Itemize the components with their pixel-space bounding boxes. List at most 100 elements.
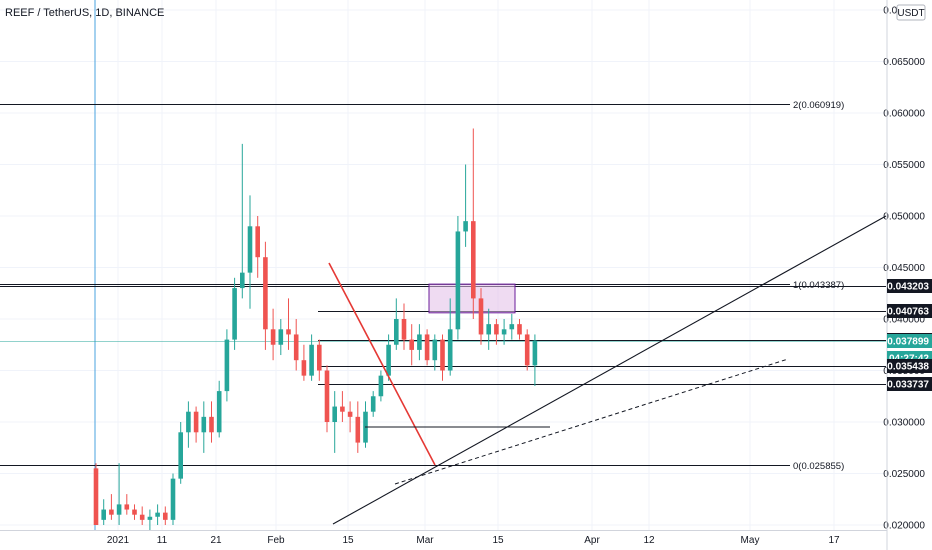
candle-body	[255, 226, 260, 258]
candle-body	[301, 360, 307, 376]
price-tag-label: 0.043203	[887, 282, 929, 293]
candle-body	[509, 324, 515, 330]
candle	[101, 499, 106, 525]
candle	[240, 143, 245, 299]
fib-level-label: 2(0.060919)	[793, 100, 844, 111]
candle	[132, 504, 137, 520]
grid-lines	[0, 0, 886, 530]
chart-title: REEF / TetherUS, 1D, BINANCE	[5, 7, 164, 19]
candle	[178, 422, 183, 484]
drawings-front	[328, 215, 887, 525]
candle	[340, 391, 345, 422]
candle-body	[263, 257, 268, 330]
price-axis[interactable]: 0.0200000.0250000.0300000.0350000.040000…	[883, 0, 925, 550]
candle-body	[109, 509, 114, 515]
candle-body	[447, 329, 453, 371]
candle-body	[278, 329, 284, 345]
candle-body	[417, 334, 422, 350]
candle	[247, 195, 253, 309]
price-tags: 0.0432030.0407630.0379520.03789904:27:42…	[887, 279, 932, 391]
candle	[255, 216, 260, 278]
price-tag-label: 0.035438	[887, 362, 929, 373]
candle-body	[139, 514, 145, 520]
candle-body	[370, 396, 376, 412]
candle	[494, 319, 499, 345]
x-tick-label: 11	[157, 535, 168, 546]
x-tick-label: 17	[828, 535, 840, 546]
candle-body	[293, 334, 299, 361]
candle-body	[317, 344, 322, 371]
candle-body	[517, 324, 522, 335]
price-tag-label: 0.033737	[887, 380, 929, 391]
x-tick-label: 12	[643, 535, 655, 546]
candle	[432, 334, 438, 371]
candle	[186, 401, 191, 448]
candle	[347, 401, 353, 433]
candle	[417, 324, 422, 361]
candle-body	[355, 416, 361, 443]
candle	[270, 308, 276, 361]
candle	[301, 344, 307, 381]
x-tick-label: 21	[210, 535, 222, 546]
candle-body	[193, 411, 199, 433]
candle-body	[232, 288, 237, 340]
candle	[401, 303, 407, 350]
candle	[501, 319, 507, 345]
fib-level-label: 1(0.043387)	[793, 280, 844, 291]
y-tick-label: 0.040000	[883, 315, 925, 326]
candle-body	[432, 339, 438, 361]
candle	[363, 401, 368, 448]
y-tick-label: 0.030000	[883, 418, 925, 429]
candle-body	[163, 512, 168, 520]
dashed-trendline	[394, 358, 789, 485]
candle	[216, 380, 222, 438]
candle-body	[524, 334, 530, 366]
candle	[478, 288, 484, 345]
candle-body	[401, 319, 407, 340]
candle-body	[155, 512, 160, 517]
x-tick-label: Apr	[584, 535, 600, 546]
candle	[124, 494, 130, 515]
candle-body	[494, 324, 499, 335]
price-tag-bg	[887, 359, 932, 373]
candle-body	[270, 329, 276, 345]
candle-body	[409, 339, 414, 350]
candle-body	[224, 339, 230, 392]
candle-body	[463, 221, 468, 232]
candle	[278, 319, 284, 356]
candle-body	[347, 411, 353, 417]
candle-body	[147, 516, 153, 520]
candle	[201, 401, 207, 453]
candle	[170, 473, 176, 525]
candle	[324, 365, 330, 433]
candle	[193, 406, 199, 443]
candle-body	[340, 406, 345, 412]
candle-body	[286, 329, 291, 335]
candle-body	[170, 478, 176, 520]
candle	[355, 401, 361, 453]
y-tick-label: 0.060000	[883, 109, 925, 120]
candle-body	[455, 231, 461, 330]
time-axis[interactable]: 2021 11 21 Feb 15 Mar 15 Apr 12 May 17	[0, 530, 887, 547]
price-tag-label: 0.037899	[887, 337, 929, 348]
candle-body	[440, 339, 445, 371]
currency-label: USDT	[897, 8, 924, 19]
candle	[332, 391, 337, 453]
candle-body	[471, 221, 476, 299]
candle	[147, 509, 153, 531]
y-tick-label: 0.055000	[883, 160, 925, 171]
candlestick-series	[93, 128, 538, 531]
candle-body	[124, 504, 130, 510]
candle	[317, 339, 322, 381]
x-tick-label: 15	[342, 535, 354, 546]
candle-body	[478, 298, 484, 335]
candle	[524, 329, 530, 371]
candle	[209, 401, 214, 443]
currency-badge[interactable]	[896, 4, 926, 21]
candle	[517, 319, 522, 340]
candle	[532, 334, 538, 386]
ascending-trendline	[332, 215, 887, 525]
x-tick-label: 15	[492, 535, 504, 546]
candle-body	[101, 509, 106, 520]
